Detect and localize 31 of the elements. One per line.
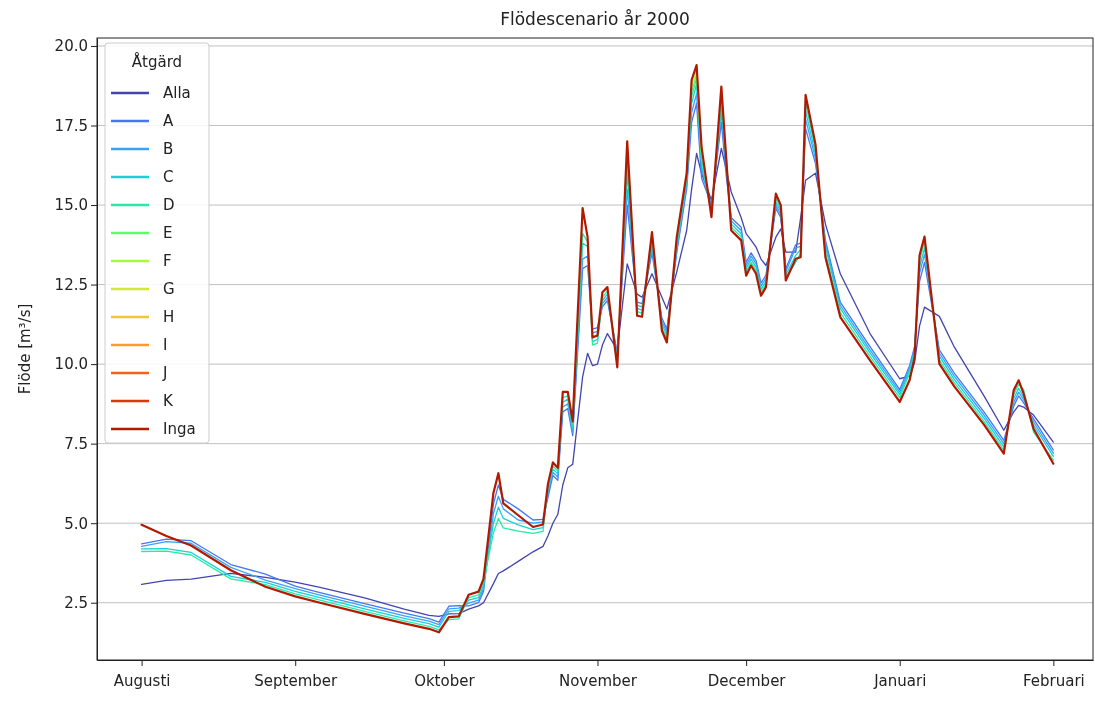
y-tick-label: 2.5 [64,594,88,613]
y-tick-label: 7.5 [64,434,88,453]
x-tick-label: Februari [1022,671,1085,690]
y-axis-title: Flöde [m³/s] [16,303,34,395]
legend-label: I [163,336,168,354]
x-tick-label: Augusti [113,671,171,690]
x-tick-label: September [254,671,338,690]
legend-title: Åtgärd [131,52,183,71]
x-tick-label: Januari [873,671,927,690]
legend-label: G [163,280,175,298]
y-tick-label: 15.0 [54,196,88,215]
legend-label: H [163,308,175,326]
legend-label: F [163,252,172,270]
y-tick-label: 10.0 [54,355,88,374]
legend-label: B [163,140,174,158]
legend-label: Alla [163,84,191,102]
chart-title: Flödescenario år 2000 [500,9,690,29]
y-tick-label: 20.0 [54,37,88,56]
legend-label: J [162,364,168,382]
x-tick-label: Oktober [414,671,476,690]
legend-label: K [163,392,174,410]
legend-label: C [163,168,174,186]
y-tick-label: 12.5 [54,275,88,294]
y-tick-label: 5.0 [64,514,88,533]
legend-label: E [163,224,173,242]
x-tick-label: November [558,671,638,690]
y-tick-label: 17.5 [54,116,88,135]
legend-label: Inga [163,420,196,438]
legend-label: A [163,112,174,130]
legend-label: D [163,196,175,214]
x-tick-label: December [707,671,787,690]
